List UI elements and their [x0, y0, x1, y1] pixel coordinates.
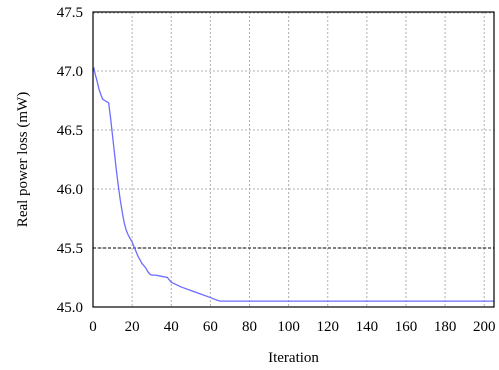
y-axis-title: Real power loss (mW): [15, 92, 31, 227]
y-tick-label: 46.0: [57, 182, 83, 198]
y-tick-labels: 45.0 45.5 46.0 46.5 47.0 47.5: [57, 5, 83, 316]
x-tick-label: 160: [395, 319, 418, 335]
x-tick-label: 100: [277, 319, 300, 335]
x-tick-label: 120: [316, 319, 339, 335]
x-axis-title: Iteration: [268, 350, 319, 366]
x-tick-label: 20: [125, 319, 140, 335]
y-tick-label: 45.5: [57, 241, 83, 257]
x-tick-label: 180: [434, 319, 457, 335]
x-tick-label: 80: [242, 319, 257, 335]
plot-frame: [92, 11, 495, 308]
x-tick-label: 200: [473, 319, 496, 335]
y-tick-label: 47.0: [57, 64, 83, 80]
grid-lines: [93, 12, 494, 307]
y-tick-label: 47.5: [57, 5, 83, 21]
y-tick-label: 46.5: [57, 123, 83, 139]
x-tick-label: 0: [89, 319, 97, 335]
x-tick-label: 140: [356, 319, 379, 335]
x-tick-labels: 0 20 40 60 80 100 120 140 160 180 200: [89, 319, 495, 335]
y-tick-label: 45.0: [57, 300, 83, 316]
x-tick-label: 40: [164, 319, 179, 335]
series-group: [92, 66, 494, 302]
series-line: [92, 66, 494, 302]
x-tick-label: 60: [203, 319, 218, 335]
